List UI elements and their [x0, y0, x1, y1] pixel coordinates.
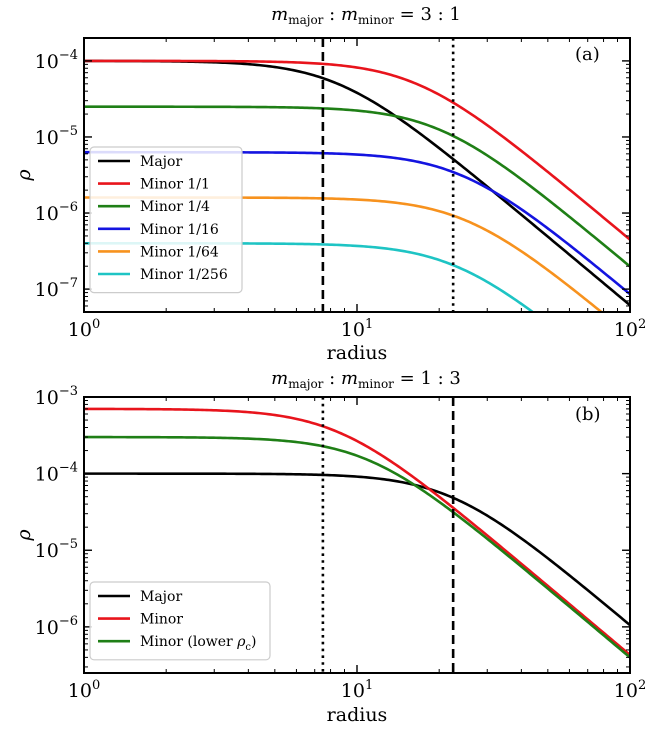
legend-entry-label: Minor 1/16: [140, 222, 219, 238]
panel-b-vlines: [321, 397, 455, 673]
panel-a-xlabel: radius: [327, 342, 388, 364]
x-tick-label: 102: [614, 678, 646, 702]
x-tick-label: 100: [68, 317, 100, 341]
series-line-2: [84, 435, 630, 659]
y-tick-label: 10−4: [35, 461, 78, 486]
legend-entry-label: Minor 1/256: [140, 267, 228, 283]
legend-entry-label: Minor: [140, 612, 183, 628]
legend-entry-label: Major: [140, 154, 182, 170]
y-tick-label: 10−5: [35, 537, 78, 562]
legend-entry-label: Major: [140, 589, 182, 605]
y-tick-label: 10−6: [35, 200, 78, 225]
panel-a-legend: Major Minor 1/1 Minor 1/4 Minor 1/16 Minor 1…: [89, 146, 243, 294]
legend-box: [89, 581, 271, 661]
panel-b-legend: Major Minor Minor (lower ρc): [89, 581, 271, 661]
panel-b-title: mmajor : mminor = 1 : 3: [271, 368, 461, 391]
panel-a: mmajor : mminor = 3 : 1 100 101 102 10−7 10−…: [13, 4, 646, 364]
series-line-0: [84, 472, 630, 627]
series-line-2: [84, 105, 630, 268]
x-tick-label: 100: [68, 678, 100, 702]
x-tick-label: 101: [341, 317, 373, 341]
y-tick-label: 10−4: [35, 48, 78, 73]
y-tick-label: 10−5: [35, 124, 78, 149]
series-line-1: [84, 407, 630, 656]
panel-b-frame: [83, 396, 631, 674]
panel-b-label: (b): [575, 404, 601, 425]
panel-a-vlines: [321, 38, 455, 312]
panel-a-label: (a): [575, 44, 600, 65]
series-line-1: [84, 59, 630, 241]
panel-b-ticks: 100 101 102 10−6 10−5 10−4 10−3: [35, 384, 647, 702]
y-tick-label: 10−6: [35, 614, 78, 639]
legend-entry-label: Minor 1/1: [140, 177, 210, 193]
legend-entry-label: Minor (lower ρc): [140, 634, 257, 653]
y-tick-label: 10−3: [35, 384, 78, 409]
panel-b-xlabel: radius: [327, 704, 388, 726]
y-tick-label: 10−7: [35, 276, 78, 301]
panel-a-title: mmajor : mminor = 3 : 1: [271, 4, 461, 27]
x-tick-label: 102: [614, 317, 646, 341]
panel-a-frame: [83, 37, 631, 313]
legend-entry-label: Minor 1/4: [140, 199, 210, 215]
panel-b-ylabel: ρ: [13, 529, 35, 542]
x-tick-label: 101: [341, 678, 373, 702]
panel-b: mmajor : mminor = 1 : 3 100 101 102 10−6 10−…: [13, 368, 646, 726]
legend-entry-label: Minor 1/64: [140, 244, 219, 260]
panel-a-ylabel: ρ: [13, 169, 35, 182]
panel-b-curves: [84, 407, 630, 659]
